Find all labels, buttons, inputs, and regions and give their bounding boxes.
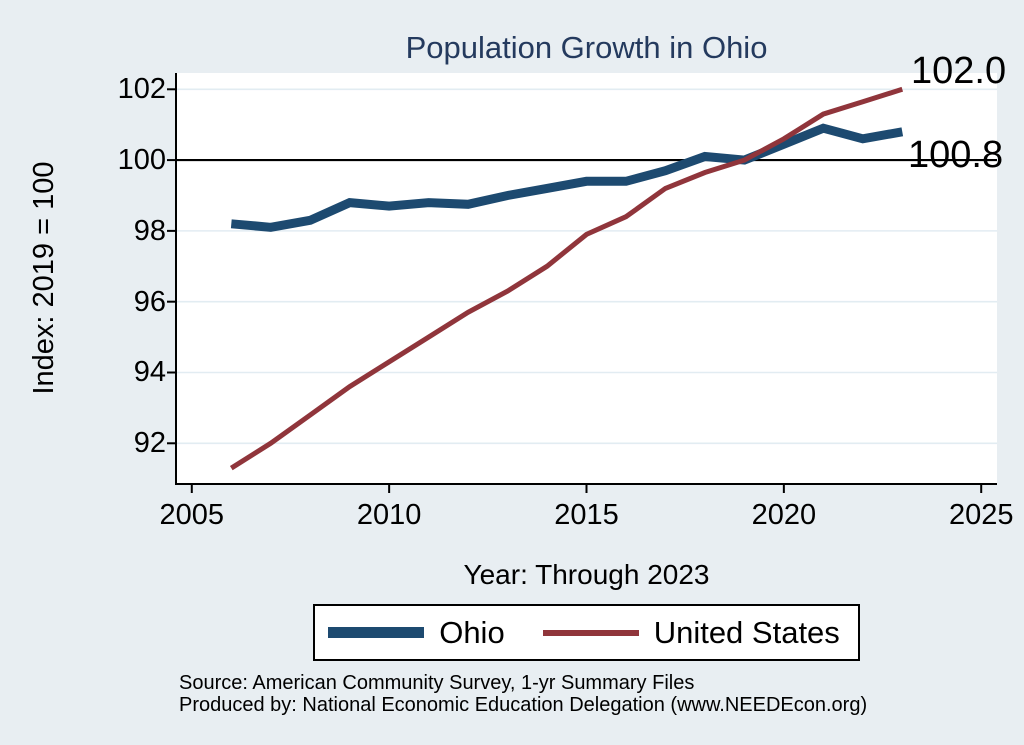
chart-footer: Source: American Community Survey, 1-yr … — [179, 672, 867, 716]
ohio-line-swatch — [328, 627, 425, 638]
legend-label-ohio: Ohio — [439, 614, 505, 650]
end-label-ohio: 100.8 — [908, 134, 1004, 176]
legend-item-ohio: Ohio — [328, 614, 505, 651]
legend-label-united-states: United States — [653, 614, 840, 650]
y-tick-label: 96 — [133, 285, 166, 318]
chart-title: Population Growth in Ohio — [405, 30, 768, 65]
chart-legend: Ohio United States — [176, 604, 997, 661]
y-tick-label: 94 — [133, 356, 166, 389]
united-states-line-swatch — [542, 629, 639, 636]
x-tick-label: 2025 — [948, 499, 1014, 531]
y-tick-label: 102 — [117, 73, 166, 106]
source-note: Source: American Community Survey, 1-yr … — [179, 672, 695, 694]
legend-item-united-states: United States — [542, 614, 840, 651]
x-tick-label: 2020 — [751, 499, 817, 531]
y-tick-label: 92 — [133, 427, 166, 460]
y-axis-title: Index: 2019 = 100 — [28, 161, 60, 395]
produced-by-note: Produced by: National Economic Education… — [179, 694, 868, 716]
legend-box: Ohio United States — [313, 604, 860, 661]
x-axis-title: Year: Through 2023 — [463, 559, 710, 590]
y-tick-label: 100 — [117, 144, 166, 177]
x-tick-label: 2005 — [159, 499, 225, 531]
x-tick-label: 2010 — [356, 499, 422, 531]
end-label-united-states: 102.0 — [911, 50, 1007, 92]
x-tick-label: 2015 — [554, 499, 619, 531]
y-tick-label: 98 — [133, 214, 166, 247]
